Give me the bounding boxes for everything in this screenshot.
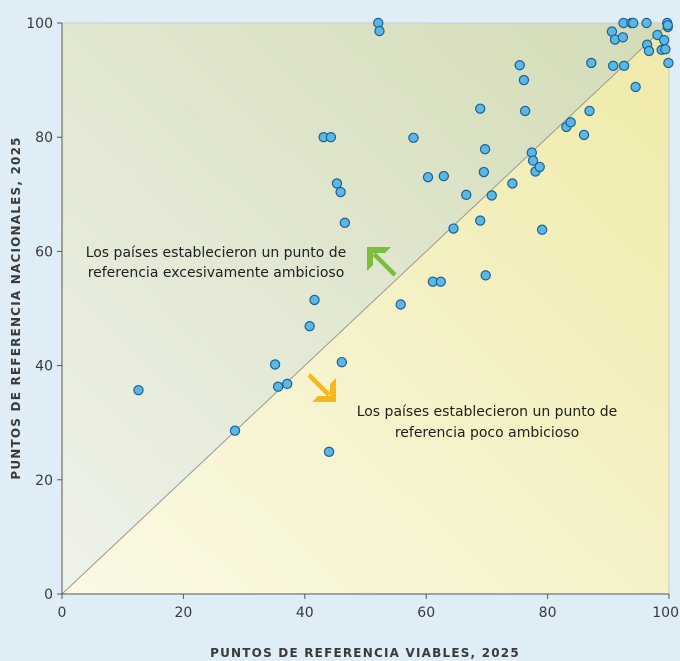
data-point [514,60,525,71]
data-point [438,170,450,182]
data-point [229,425,241,436]
data-point [641,17,652,29]
y-tick-label: 40 [35,359,53,375]
x-axis-title: PUNTOS DE REFERENCIA VIABLES, 2025 [210,646,520,660]
data-point [395,299,406,310]
data-points [133,17,674,458]
y-axis-line [61,23,669,595]
arrow-up-left-icon [367,247,397,277]
data-point [478,166,490,178]
data-point [475,215,486,226]
data-point [617,32,629,43]
data-point [534,161,545,173]
data-point [475,103,486,114]
data-point [518,74,530,86]
data-point [479,143,491,155]
x-tick-label: 60 [417,605,435,621]
x-tick-label: 100 [652,605,679,621]
annotation-underambitious-line2: referencia poco ambicioso [395,425,579,441]
arrow-down-right-icon [307,373,336,402]
annotation-underambitious-line1: Los países establecieron un punto de [357,404,618,420]
data-point [335,186,346,198]
data-point [323,446,335,458]
data-point [586,57,597,69]
y-tick-label: 80 [35,130,53,146]
data-point [630,81,641,93]
data-point [374,25,385,37]
data-point [663,57,674,69]
data-point [660,44,671,55]
data-point [448,223,459,234]
data-point [507,178,518,189]
data-point [325,131,337,143]
data-point [336,356,348,368]
data-point [607,60,619,72]
data-point [461,189,472,201]
y-tick-label: 0 [44,587,53,603]
y-tick-label: 20 [35,473,53,489]
data-point [578,129,590,141]
data-point [584,105,595,117]
y-tick-label: 100 [26,16,53,32]
y-axis-title: PUNTOS DE REFERENCIA NACIONALES, 2025 [9,136,23,479]
data-point [269,359,281,370]
data-point [408,132,419,143]
data-point [618,60,630,72]
data-point [536,224,548,235]
data-point [658,34,670,46]
data-point [519,105,531,117]
x-tick-label: 20 [174,605,192,621]
data-point [281,378,293,390]
data-point [331,178,343,189]
data-point [565,117,576,128]
x-tick-label: 40 [296,605,314,621]
x-tick-label: 80 [539,605,557,621]
y-axis-ticks: 0 20 40 60 80 100 [26,16,62,603]
x-tick-label: 0 [58,605,67,621]
data-point [422,171,434,183]
annotation-overambitious-line1: Los países establecieron un punto de [86,245,347,261]
data-point [309,294,320,306]
data-point [480,270,491,281]
data-point [304,321,315,332]
data-point [652,29,663,41]
data-point [339,217,351,229]
data-point [435,276,446,287]
data-point [643,45,655,57]
data-point [272,381,284,392]
data-point [527,155,539,166]
data-point [133,384,144,396]
y-tick-label: 60 [35,244,53,260]
data-point [486,190,497,201]
annotation-overambitious-line2: referencia excesivamente ambicioso [88,265,345,281]
x-axis-ticks: 0 20 40 60 80 100 [58,594,679,621]
data-point [662,20,673,31]
data-point [627,17,639,29]
plot-background [61,22,670,595]
